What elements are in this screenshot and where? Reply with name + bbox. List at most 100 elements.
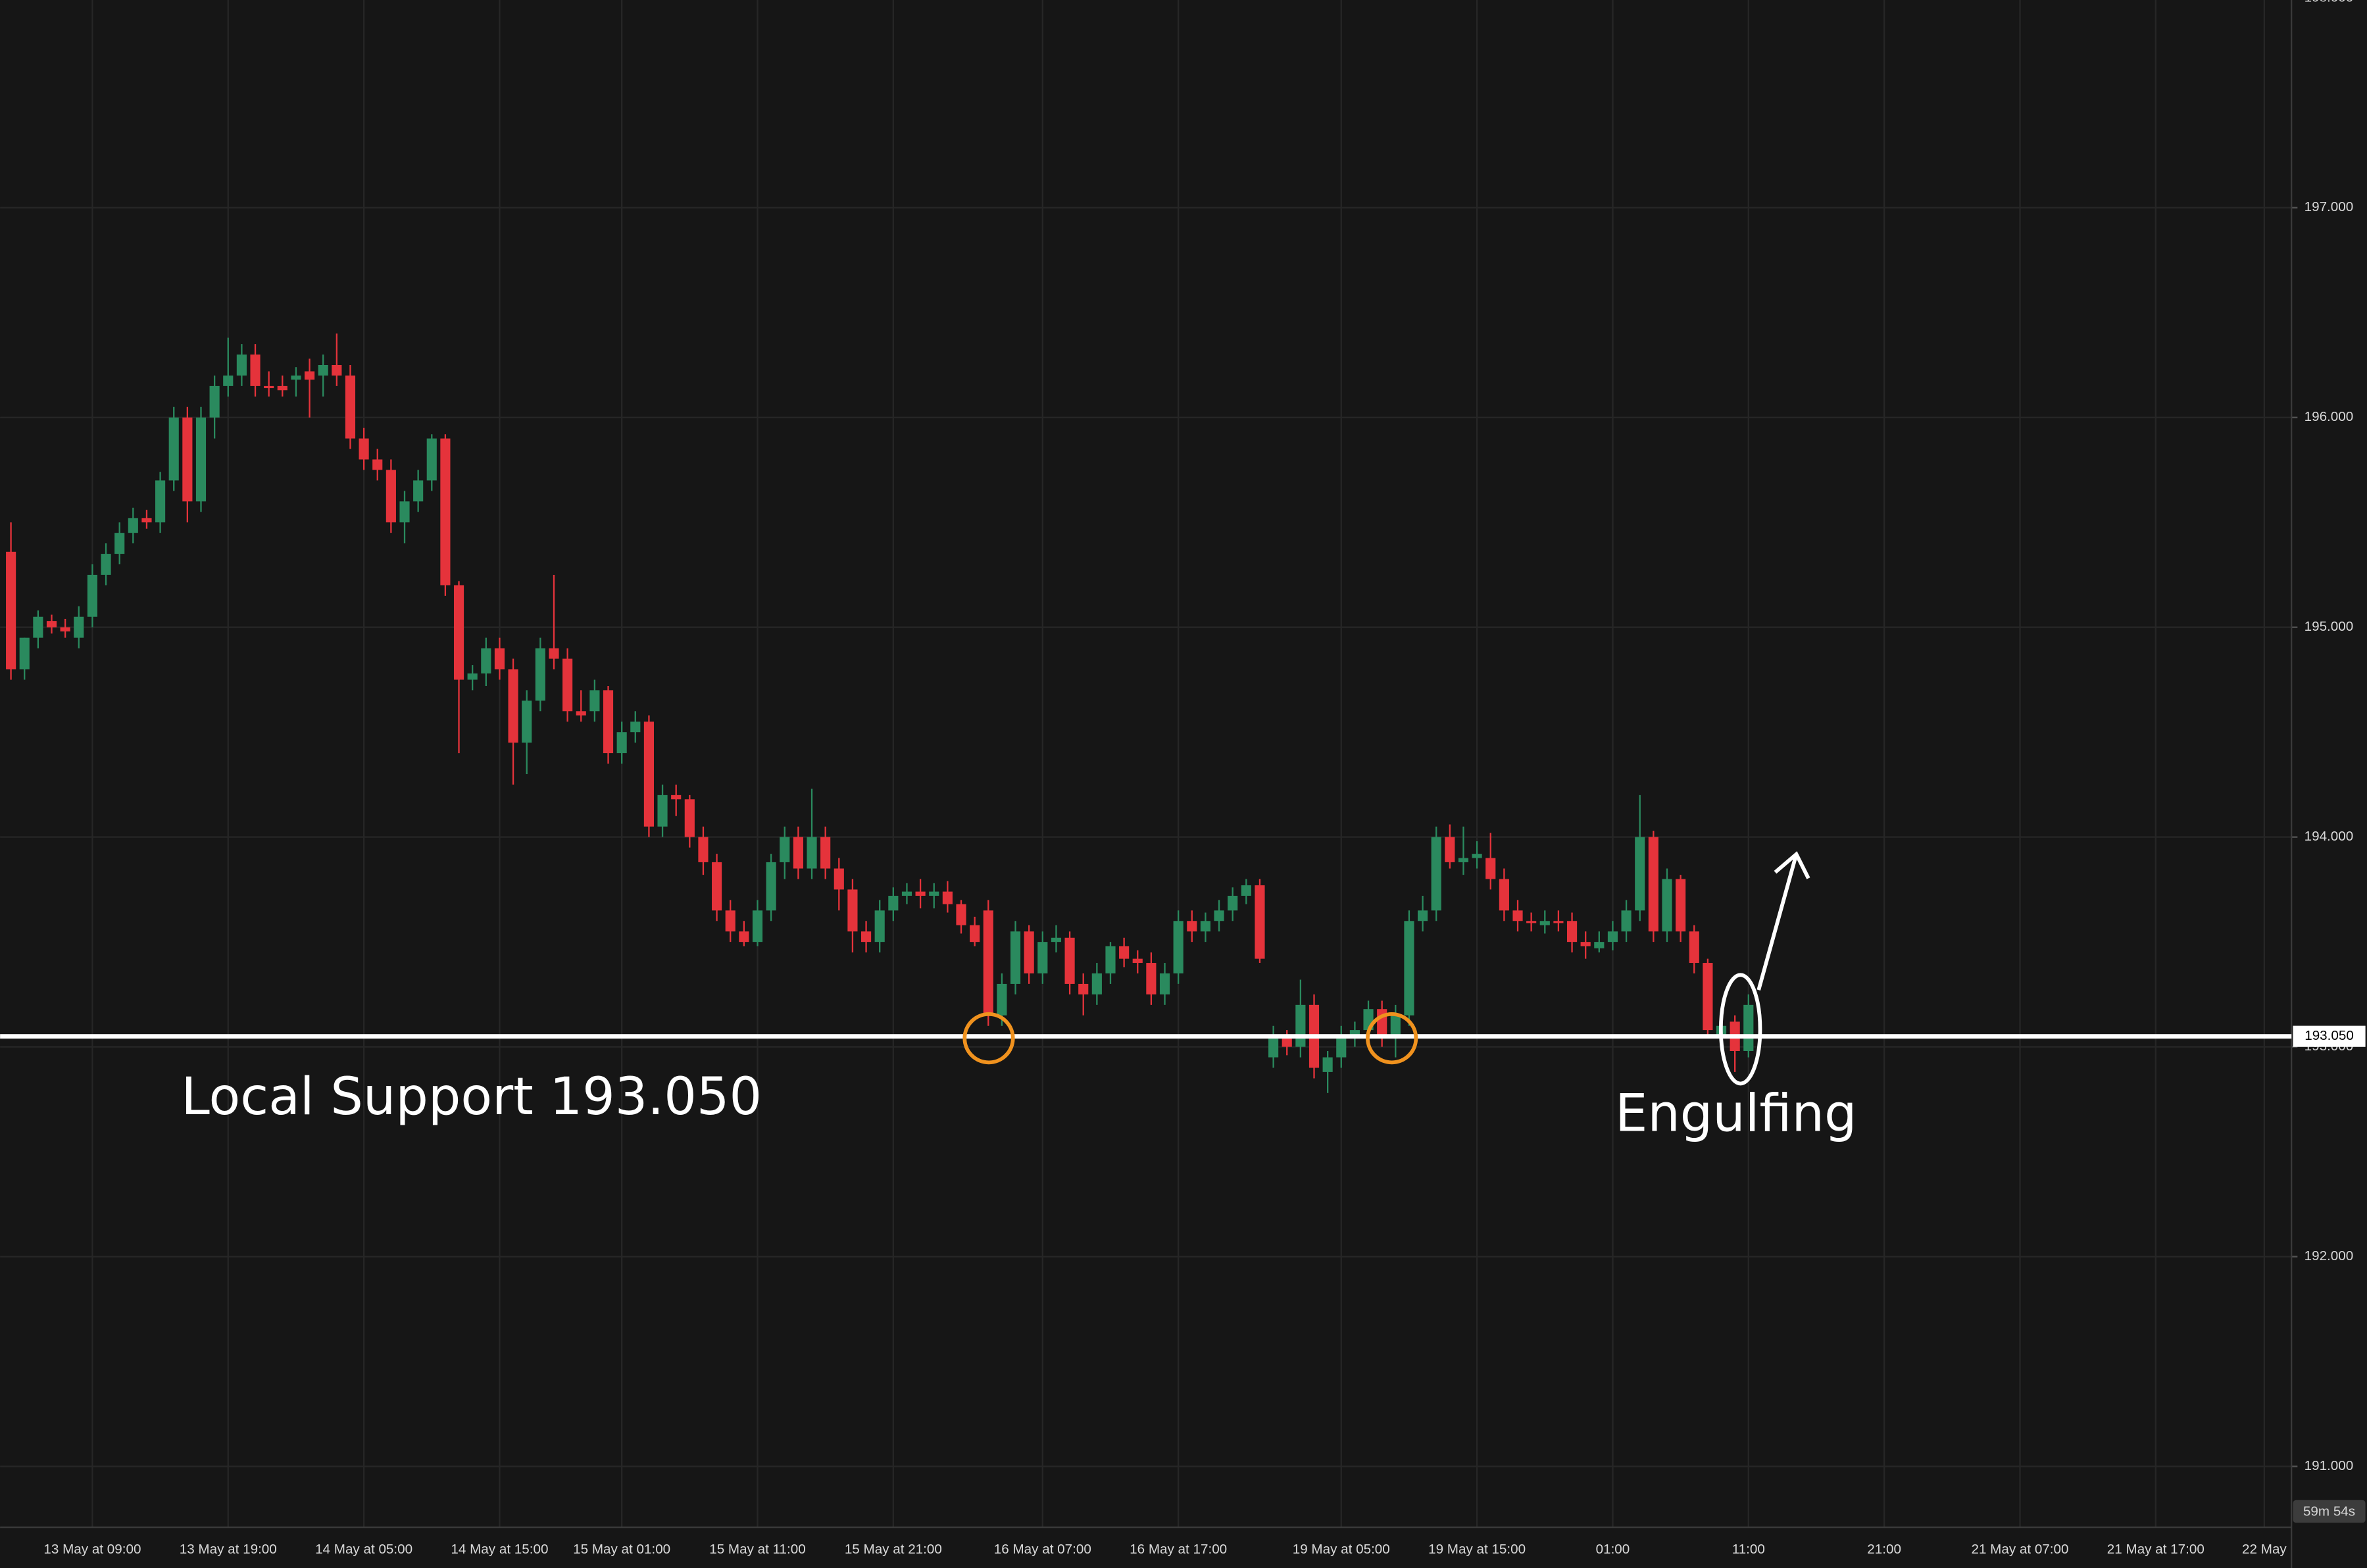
candle-body	[318, 364, 328, 376]
candle-body	[983, 910, 993, 1016]
candle-body	[413, 480, 424, 502]
candle-body	[467, 673, 478, 680]
candle-body	[671, 795, 682, 800]
candle-body	[1635, 837, 1645, 911]
candle-body	[359, 438, 369, 460]
candle-body	[929, 891, 939, 896]
candle-body	[1621, 910, 1632, 932]
candle-body	[481, 648, 491, 674]
candle-body	[562, 658, 573, 712]
candle-body	[888, 895, 899, 911]
y-tick-label: 196.000	[2305, 409, 2354, 424]
candle-body	[725, 910, 735, 932]
candle-body	[1566, 921, 1578, 943]
y-tick-label: 197.000	[2305, 199, 2354, 214]
candle-body	[304, 371, 315, 380]
candle-body	[1485, 858, 1496, 879]
y-tick-label: 194.000	[2305, 829, 2354, 844]
candle-body	[712, 862, 722, 911]
countdown-box	[2293, 1500, 2366, 1523]
x-tick-label: 16 May at 17:00	[1130, 1542, 1227, 1557]
candle-body	[1200, 921, 1210, 932]
candle-body	[1526, 921, 1537, 923]
x-tick-label: 21 May at 07:00	[1971, 1542, 2068, 1557]
touch-circle	[962, 1012, 1015, 1065]
candle-body	[820, 837, 831, 869]
candle-body	[508, 669, 518, 743]
candle-body	[549, 648, 559, 659]
candle-body	[494, 648, 505, 670]
candle-body	[1078, 983, 1089, 994]
candle-body	[915, 891, 926, 896]
candle-body	[1105, 946, 1116, 973]
candle-body	[576, 711, 586, 716]
y-tick-label: 198.000	[2305, 0, 2354, 5]
candle-body	[1119, 946, 1130, 959]
candle-body	[168, 417, 179, 481]
candle-body	[860, 931, 872, 943]
x-tick-label: 22 May	[2242, 1542, 2287, 1557]
x-tick-label: 15 May at 11:00	[709, 1542, 806, 1557]
candle-body	[1187, 921, 1197, 932]
candle-body	[1472, 854, 1482, 858]
candle-body	[141, 518, 152, 523]
candle-body	[997, 983, 1007, 1016]
candle-body	[1539, 921, 1550, 925]
x-tick-label: 13 May at 09:00	[43, 1542, 141, 1557]
candle-body	[1051, 937, 1062, 943]
candle-body	[901, 891, 912, 896]
candle-body	[128, 518, 138, 533]
candle-body	[223, 375, 234, 386]
candle-body	[698, 837, 709, 862]
candle-body	[1594, 942, 1605, 948]
candle-body	[277, 385, 287, 391]
candle-body	[657, 795, 668, 827]
candle-body	[522, 700, 532, 743]
candle-body	[1458, 858, 1469, 862]
candle-body	[1676, 879, 1686, 932]
candle-body	[1024, 931, 1034, 973]
candle-body	[970, 925, 980, 943]
candle-body	[195, 417, 207, 502]
price-label-box	[2293, 1025, 2366, 1047]
candle-body	[87, 574, 97, 617]
candle-body	[847, 889, 858, 932]
x-tick-label: 01:00	[1596, 1542, 1630, 1557]
candle-body	[60, 627, 70, 632]
support-label: Local Support 193.050	[181, 1067, 762, 1127]
candle-body	[1662, 879, 1672, 932]
candle-body	[1228, 895, 1238, 911]
x-tick-label: 13 May at 19:00	[180, 1542, 277, 1557]
x-tick-label: 14 May at 05:00	[315, 1542, 412, 1557]
candle-body	[264, 385, 274, 389]
candle-body	[19, 637, 30, 670]
candle-body	[1268, 1036, 1279, 1058]
candle-body	[535, 648, 545, 701]
candle-body	[1146, 963, 1157, 994]
x-tick-label: 19 May at 05:00	[1293, 1542, 1390, 1557]
candle-body	[345, 375, 356, 439]
price-label: 193.050	[2305, 1028, 2354, 1043]
pattern-ellipse	[1718, 973, 1762, 1086]
candle-body	[1404, 921, 1414, 1016]
candle-body	[942, 891, 953, 904]
candle-body	[74, 616, 84, 638]
candle-body	[386, 470, 396, 523]
touch-circle	[1366, 1012, 1418, 1065]
x-tick-label: 15 May at 01:00	[573, 1542, 670, 1557]
y-tick-label: 192.000	[2305, 1248, 2354, 1263]
candle-body	[250, 355, 261, 386]
candle-body	[453, 585, 464, 680]
candle-body	[1390, 1015, 1401, 1037]
candle-body	[6, 551, 16, 670]
candle-body	[807, 837, 817, 869]
candle-body	[1689, 931, 1699, 964]
pattern-label: Engulfing	[1615, 1084, 1856, 1143]
candle-body	[332, 364, 342, 376]
candle-body	[46, 621, 57, 627]
candle-body	[426, 438, 437, 481]
candle-body	[1037, 942, 1048, 973]
